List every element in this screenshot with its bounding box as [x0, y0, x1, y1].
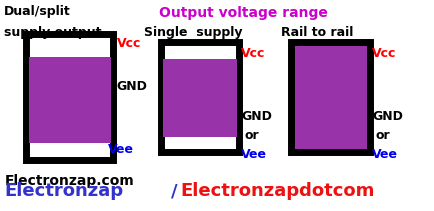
Text: Rail to rail: Rail to rail: [280, 26, 352, 39]
Text: Vcc: Vcc: [241, 47, 265, 61]
Bar: [291, 42, 369, 152]
Text: Single  supply: Single supply: [143, 26, 241, 39]
Text: or: or: [244, 129, 259, 142]
Text: Electronzap: Electronzap: [4, 183, 123, 200]
Text: Electronzapdotcom: Electronzapdotcom: [180, 183, 374, 200]
Text: or: or: [375, 129, 389, 142]
Text: GND: GND: [116, 80, 147, 93]
Text: Vcc: Vcc: [372, 47, 396, 61]
Text: Vee: Vee: [241, 148, 267, 161]
Bar: [161, 42, 239, 152]
Text: supply output: supply output: [4, 26, 102, 39]
Bar: [29, 57, 110, 143]
Bar: [26, 34, 113, 160]
Bar: [163, 59, 236, 137]
Text: Vee: Vee: [108, 143, 134, 157]
Text: GND: GND: [241, 110, 272, 123]
Text: Electronzap.com: Electronzap.com: [4, 174, 134, 188]
Text: /: /: [170, 183, 177, 200]
Text: Vcc: Vcc: [116, 37, 141, 50]
Text: GND: GND: [372, 110, 402, 123]
Text: Output voltage range: Output voltage range: [159, 6, 327, 20]
Text: Dual/split: Dual/split: [4, 5, 71, 18]
Text: Vee: Vee: [372, 148, 398, 161]
